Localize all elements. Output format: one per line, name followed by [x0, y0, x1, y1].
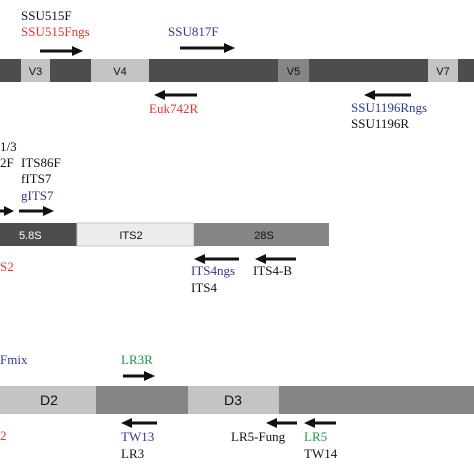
primer-gits7-label: gITS7 — [21, 188, 54, 203]
primer-ssu515fngs-label: SSU515Fngs — [21, 24, 90, 39]
primer-ssu515f-label: SSU515F — [21, 8, 72, 23]
partial-label-left: 2F — [0, 155, 14, 170]
ssu-segment-v7 — [428, 59, 458, 82]
segment-its2-label: ITS2 — [119, 230, 142, 242]
arrow-head — [4, 206, 14, 216]
partial-label-top: 1/3 — [0, 139, 17, 154]
arrow-head — [43, 206, 54, 216]
segment-v5-label: V5 — [287, 66, 300, 78]
its-segment-28s — [194, 223, 329, 246]
arrow-head — [121, 418, 132, 428]
primer-lr3r-label: LR3R — [121, 352, 153, 367]
lsu-segment-d2 — [0, 386, 96, 414]
ssu-segment-v3 — [21, 59, 50, 82]
arrow-head — [304, 418, 315, 428]
segment-d2-label: D2 — [40, 392, 58, 408]
primer-its4-label: ITS4 — [191, 280, 218, 295]
ssu-segment-v5 — [278, 59, 309, 82]
partial-label-below-lsu: 2 — [0, 428, 7, 443]
segment-5-8s-label: 5.8S — [19, 230, 42, 242]
primer-its4ngs-label: ITS4ngs — [191, 263, 235, 278]
arrow-head — [364, 90, 375, 100]
lsu-region: Fmix LR3R D2 D3 2 TW13 LR3 LR5-Fung LR5 … — [0, 352, 474, 461]
its-segment-5-8s — [0, 223, 77, 246]
primer-ssu817f-label: SSU817F — [168, 24, 219, 39]
ssu-gene-bar — [0, 59, 474, 82]
partial-label-fmix: Fmix — [0, 352, 28, 367]
primer-tw13-label: TW13 — [121, 429, 154, 444]
arrow-head — [224, 43, 235, 53]
arrow-head — [194, 254, 205, 264]
segment-28s-label: 28S — [254, 230, 274, 242]
primer-tw14-label: TW14 — [304, 446, 338, 461]
primer-lr3-label: LR3 — [121, 446, 144, 461]
segment-v3-label: V3 — [29, 66, 42, 78]
primer-euk742r-label: Euk742R — [149, 101, 198, 116]
segment-d3-label: D3 — [224, 392, 242, 408]
primer-ssu1196rngs-label: SSU1196Rngs — [351, 100, 427, 115]
arrow-head — [266, 418, 277, 428]
arrow-head — [144, 371, 155, 381]
ssu-segment-v4 — [91, 59, 149, 82]
primer-lr5-label: LR5 — [304, 429, 327, 444]
primer-lr5-fung-label: LR5-Fung — [231, 429, 286, 444]
primer-fits7-label: fITS7 — [21, 171, 52, 186]
partial-label-below: S2 — [0, 259, 14, 274]
arrow-head — [154, 90, 165, 100]
its-region: 1/3 2F ITS86F fITS7 gITS7 5.8S ITS2 28S … — [0, 139, 329, 295]
ssu-region: SSU515F SSU515Fngs SSU817F V3 V4 V5 V7 E… — [0, 8, 474, 131]
segment-v7-label: V7 — [436, 66, 449, 78]
arrow-head — [72, 46, 83, 56]
segment-v4-label: V4 — [113, 66, 126, 78]
primer-its4b-label: ITS4-B — [253, 263, 292, 278]
primer-ssu1196r-label: SSU1196R — [351, 116, 409, 131]
lsu-segment-d3 — [188, 386, 279, 414]
primer-its86f-label: ITS86F — [21, 155, 61, 170]
arrow-head — [255, 254, 266, 264]
